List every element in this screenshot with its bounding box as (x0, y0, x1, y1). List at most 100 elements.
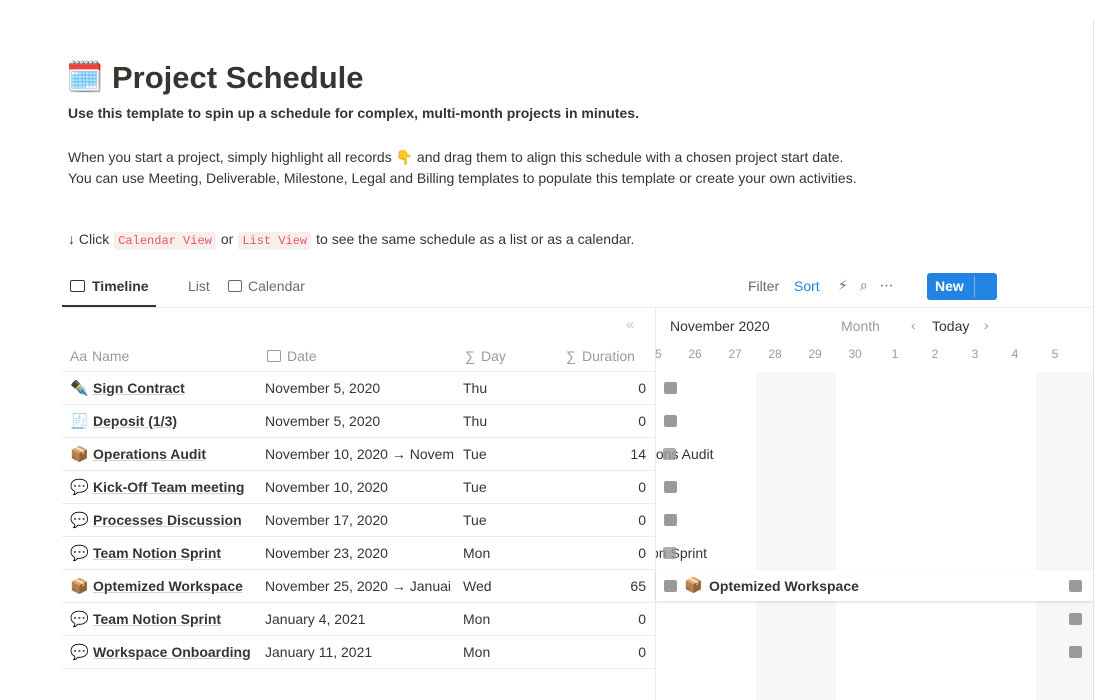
tab-icon (70, 280, 85, 292)
row-line (62, 602, 655, 603)
column-header: Duration (582, 348, 635, 364)
timeline-icon: 📦 (684, 577, 703, 594)
row-name[interactable]: Kick-Off Team meeting (93, 479, 245, 495)
row-duration: 0 (638, 380, 646, 396)
row-icon: 💬 (70, 644, 89, 661)
row-day: Mon (463, 611, 491, 627)
row-line (62, 470, 655, 471)
row-duration: 14 (630, 446, 646, 462)
nav-arrows: ‹ (911, 317, 916, 333)
arrow-icon[interactable] (663, 547, 676, 559)
new-button[interactable] (927, 273, 997, 300)
day-number: 1 (891, 347, 899, 361)
column-header: Day (481, 348, 506, 364)
day-number: 25 (648, 347, 662, 361)
weekend (1036, 372, 1093, 700)
arrow-icon[interactable] (663, 448, 676, 460)
hint-prefix: ↓ Click (68, 231, 110, 247)
arrow-icon[interactable] (664, 514, 677, 526)
view-tab[interactable]: List (188, 278, 210, 294)
row-icon: 🧾 (70, 413, 89, 430)
view-tab[interactable]: Calendar (248, 278, 305, 294)
arrow-icon[interactable] (664, 382, 677, 394)
row-day: Thu (463, 380, 488, 396)
row-icon: 💬 (70, 512, 89, 529)
sort-button[interactable]: Sort (794, 278, 820, 294)
day-number: 4 (1011, 347, 1019, 361)
row-date: November 10, 2020 → Novem (265, 446, 455, 462)
scale-select[interactable]: Month (841, 318, 880, 334)
arrow-icon[interactable] (664, 580, 677, 592)
arrow-icon[interactable] (1069, 613, 1082, 625)
day-number: 3 (971, 347, 979, 361)
day-number: 28 (768, 347, 782, 361)
row-name[interactable]: Team Notion Sprint (93, 611, 222, 627)
timeline-bar[interactable] (656, 570, 1093, 601)
row-icon: 📦 (70, 446, 89, 463)
paragraph: When you start a project, simply highlig… (68, 149, 857, 186)
row-duration: 0 (638, 644, 646, 660)
row-duration: 0 (638, 413, 646, 429)
day-number: 29 (808, 347, 822, 361)
tab-underline (62, 305, 156, 307)
toolbar-icons: ⚡⌕⋯ (838, 277, 906, 293)
scrollbar (1093, 20, 1094, 700)
arrow-icon[interactable] (664, 481, 677, 493)
row-duration: 0 (638, 545, 646, 561)
column-header: Date (287, 348, 317, 364)
view-tab[interactable]: Timeline (92, 278, 149, 294)
divider (62, 307, 1093, 308)
row-day: Tue (463, 479, 487, 495)
filter-button[interactable]: Filter (748, 278, 780, 294)
row-date: November 10, 2020 (265, 479, 388, 495)
month-label: November 2020 (670, 318, 770, 334)
day-number: 26 (688, 347, 702, 361)
row-day: Mon (463, 545, 491, 561)
row-line (62, 569, 655, 570)
hint-suffix: to see the same schedule as a list or as… (316, 231, 635, 247)
row-icon: 💬 (70, 611, 89, 628)
row-name[interactable]: Sign Contract (93, 380, 185, 396)
arrow-icon[interactable] (1069, 646, 1082, 658)
new-label[interactable]: New (935, 278, 964, 294)
column-icon: ∑ (465, 348, 475, 364)
row-line (62, 437, 655, 438)
row-line (62, 536, 655, 537)
row-duration: 0 (638, 611, 646, 627)
row-line (62, 503, 655, 504)
row-date: November 5, 2020 (265, 380, 381, 396)
row-name[interactable]: Operations Audit (93, 446, 207, 462)
row-date: November 25, 2020 → Januai (265, 578, 451, 594)
header-line (62, 371, 655, 372)
row-date: January 11, 2021 (265, 644, 373, 660)
new-caret (974, 276, 975, 297)
today-button[interactable]: Today (932, 318, 970, 334)
page-title: Project Schedule (112, 60, 364, 95)
day-number: 2 (931, 347, 939, 361)
row-name[interactable]: Processes Discussion (93, 512, 242, 528)
hint: ↓ Click Calendar View or List View to see th… (68, 231, 639, 250)
timeline-label[interactable]: Optemized Workspace (709, 578, 859, 594)
date-icon (267, 350, 281, 362)
row-day: Tue (463, 446, 487, 462)
row-day: Mon (463, 644, 491, 660)
row-duration: 0 (638, 479, 646, 495)
row-day: Wed (463, 578, 492, 594)
arrow-icon[interactable] (664, 415, 677, 427)
row-name[interactable]: Workspace Onboarding (93, 644, 251, 660)
nav-arrows: › (984, 317, 989, 333)
row-line (62, 635, 655, 636)
hint-link2[interactable]: List View (238, 232, 312, 250)
row-name[interactable]: Optemized Workspace (93, 578, 243, 594)
row-name[interactable]: Deposit (1/3) (93, 413, 178, 429)
row-name[interactable]: Team Notion Sprint (93, 545, 222, 561)
row-date: January 4, 2021 (265, 611, 366, 627)
row-icon: 💬 (70, 545, 89, 562)
day-number: 27 (728, 347, 742, 361)
collapse[interactable]: « (626, 316, 635, 333)
row-date: November 23, 2020 (265, 545, 388, 561)
tab-icon (228, 280, 242, 292)
arrow-icon[interactable] (1069, 580, 1082, 592)
hint-link1[interactable]: Calendar View (114, 232, 216, 250)
